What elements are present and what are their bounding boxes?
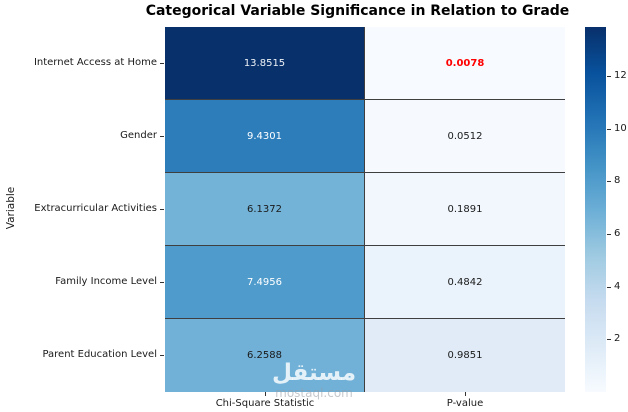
y-tick-label-extracurricular: Extracurricular Activities [34,203,157,214]
cell-family-income-pvalue: 0.4842 [365,246,565,318]
x-tick-mark [465,392,466,396]
x-tick-label-pvalue: P-value [446,398,484,409]
y-tick-mark [160,209,164,210]
heatmap-row: 6.1372 0.1891 [165,173,565,246]
heatmap-row: 13.8515 0.0078 [165,27,565,100]
colorbar-tick-mark [607,339,611,340]
colorbar-tick-label-2: 2 [614,333,621,344]
cell-gender-chi: 9.4301 [165,100,365,172]
x-tick-mark [265,392,266,396]
heatmap-row: 6.2588 0.9851 [165,319,565,392]
y-tick-label-internet-access: Internet Access at Home [33,57,157,68]
y-tick-mark [160,63,164,64]
colorbar-tick-mark [607,76,611,77]
y-tick-mark [160,282,164,283]
cell-internet-chi: 13.8515 [165,27,365,99]
cell-internet-pvalue: 0.0078 [365,27,565,99]
colorbar-tick-mark [607,234,611,235]
colorbar-tick-label-10: 10 [614,123,627,134]
cell-parent-education-chi: 6.2588 [165,319,365,392]
colorbar-tick-label-6: 6 [614,228,621,239]
y-tick-mark [160,355,164,356]
cell-parent-education-pvalue: 0.9851 [365,319,565,392]
y-tick-label-gender: Gender [120,130,157,141]
colorbar-tick-mark [607,129,611,130]
colorbar-tick-label-12: 12 [614,70,627,81]
colorbar-tick-mark [607,181,611,182]
cell-extracurricular-chi: 6.1372 [165,173,365,245]
x-tick-label-chi-square: Chi-Square Statistic [215,398,315,409]
heatmap-row: 9.4301 0.0512 [165,100,565,173]
cell-gender-pvalue: 0.0512 [365,100,565,172]
cell-family-income-chi: 7.4956 [165,246,365,318]
colorbar-tick-label-8: 8 [614,175,621,186]
chart-title: Categorical Variable Significance in Rel… [145,3,570,19]
y-tick-label-parent-education: Parent Education Level [42,349,157,360]
colorbar-tick-label-4: 4 [614,281,621,292]
y-tick-label-family-income: Family Income Level [55,276,157,287]
colorbar [585,27,606,392]
cell-extracurricular-pvalue: 0.1891 [365,173,565,245]
colorbar-tick-mark [607,287,611,288]
y-tick-mark [160,136,164,137]
heatmap-row: 7.4956 0.4842 [165,246,565,319]
heatmap: 13.8515 0.0078 9.4301 0.0512 6.1372 0.18… [165,27,565,392]
